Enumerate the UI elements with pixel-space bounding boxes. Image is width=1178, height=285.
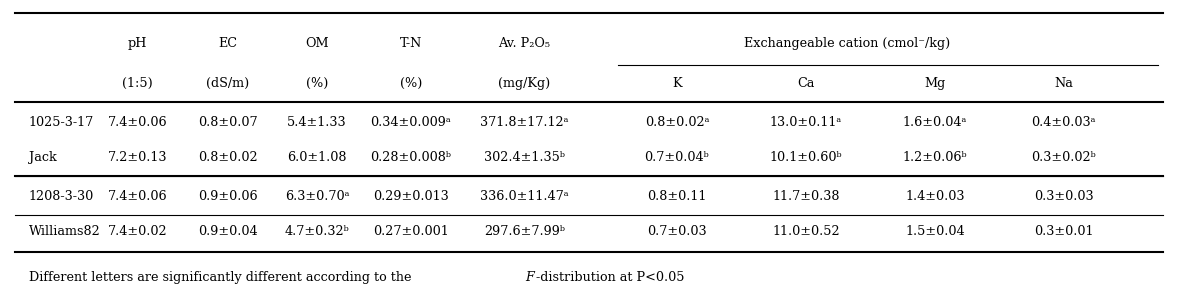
- Text: 0.8±0.02: 0.8±0.02: [198, 151, 258, 164]
- Text: Av. P₂O₅: Av. P₂O₅: [498, 37, 550, 50]
- Text: 0.9±0.04: 0.9±0.04: [198, 225, 258, 238]
- Text: (%): (%): [399, 77, 422, 90]
- Text: 0.3±0.03: 0.3±0.03: [1034, 190, 1093, 203]
- Text: 336.0±11.47ᵃ: 336.0±11.47ᵃ: [481, 190, 569, 203]
- Text: 371.8±17.12ᵃ: 371.8±17.12ᵃ: [481, 117, 569, 129]
- Text: (1:5): (1:5): [123, 77, 153, 90]
- Text: pH: pH: [128, 37, 147, 50]
- Text: Mg: Mg: [925, 77, 946, 90]
- Text: 1.4±0.03: 1.4±0.03: [905, 190, 965, 203]
- Text: T-N: T-N: [399, 37, 422, 50]
- Text: 0.4±0.03ᵃ: 0.4±0.03ᵃ: [1032, 117, 1096, 129]
- Text: 302.4±1.35ᵇ: 302.4±1.35ᵇ: [484, 151, 565, 164]
- Text: 11.0±0.52: 11.0±0.52: [772, 225, 840, 238]
- Text: 1025-3-17: 1025-3-17: [28, 117, 94, 129]
- Text: F: F: [525, 271, 534, 284]
- Text: 297.6±7.99ᵇ: 297.6±7.99ᵇ: [484, 225, 565, 238]
- Text: Exchangeable cation (cmol⁻/kg): Exchangeable cation (cmol⁻/kg): [743, 37, 951, 50]
- Text: 7.4±0.02: 7.4±0.02: [108, 225, 167, 238]
- Text: 11.7±0.38: 11.7±0.38: [772, 190, 840, 203]
- Text: 7.4±0.06: 7.4±0.06: [108, 117, 167, 129]
- Text: 0.3±0.01: 0.3±0.01: [1034, 225, 1093, 238]
- Text: 7.2±0.13: 7.2±0.13: [108, 151, 167, 164]
- Text: 1.5±0.04: 1.5±0.04: [905, 225, 965, 238]
- Text: Na: Na: [1054, 77, 1073, 90]
- Text: 0.8±0.07: 0.8±0.07: [198, 117, 258, 129]
- Text: 6.3±0.70ᵃ: 6.3±0.70ᵃ: [285, 190, 349, 203]
- Text: 0.7±0.04ᵇ: 0.7±0.04ᵇ: [644, 151, 709, 164]
- Text: 4.7±0.32ᵇ: 4.7±0.32ᵇ: [285, 225, 350, 238]
- Text: Williams82: Williams82: [28, 225, 100, 238]
- Text: 0.9±0.06: 0.9±0.06: [198, 190, 258, 203]
- Text: 0.27±0.001: 0.27±0.001: [373, 225, 449, 238]
- Text: Different letters are significantly different according to the: Different letters are significantly diff…: [28, 271, 415, 284]
- Text: (%): (%): [306, 77, 329, 90]
- Text: EC: EC: [218, 37, 238, 50]
- Text: 13.0±0.11ᵃ: 13.0±0.11ᵃ: [769, 117, 842, 129]
- Text: 1.6±0.04ᵃ: 1.6±0.04ᵃ: [902, 117, 967, 129]
- Text: 1208-3-30: 1208-3-30: [28, 190, 94, 203]
- Text: 5.4±1.33: 5.4±1.33: [287, 117, 346, 129]
- Text: (mg/Kg): (mg/Kg): [498, 77, 550, 90]
- Text: 0.3±0.02ᵇ: 0.3±0.02ᵇ: [1032, 151, 1097, 164]
- Text: 0.8±0.11: 0.8±0.11: [647, 190, 707, 203]
- Text: (dS/m): (dS/m): [206, 77, 250, 90]
- Text: 1.2±0.06ᵇ: 1.2±0.06ᵇ: [902, 151, 967, 164]
- Text: -distribution at P<0.05: -distribution at P<0.05: [536, 271, 684, 284]
- Text: Ca: Ca: [798, 77, 815, 90]
- Text: 0.7±0.03: 0.7±0.03: [647, 225, 707, 238]
- Text: Jack: Jack: [28, 151, 57, 164]
- Text: 6.0±1.08: 6.0±1.08: [287, 151, 346, 164]
- Text: 0.34±0.009ᵃ: 0.34±0.009ᵃ: [370, 117, 451, 129]
- Text: OM: OM: [305, 37, 329, 50]
- Text: 7.4±0.06: 7.4±0.06: [108, 190, 167, 203]
- Text: 10.1±0.60ᵇ: 10.1±0.60ᵇ: [769, 151, 842, 164]
- Text: K: K: [673, 77, 682, 90]
- Text: 0.8±0.02ᵃ: 0.8±0.02ᵃ: [644, 117, 709, 129]
- Text: 0.29±0.013: 0.29±0.013: [373, 190, 449, 203]
- Text: 0.28±0.008ᵇ: 0.28±0.008ᵇ: [370, 151, 451, 164]
